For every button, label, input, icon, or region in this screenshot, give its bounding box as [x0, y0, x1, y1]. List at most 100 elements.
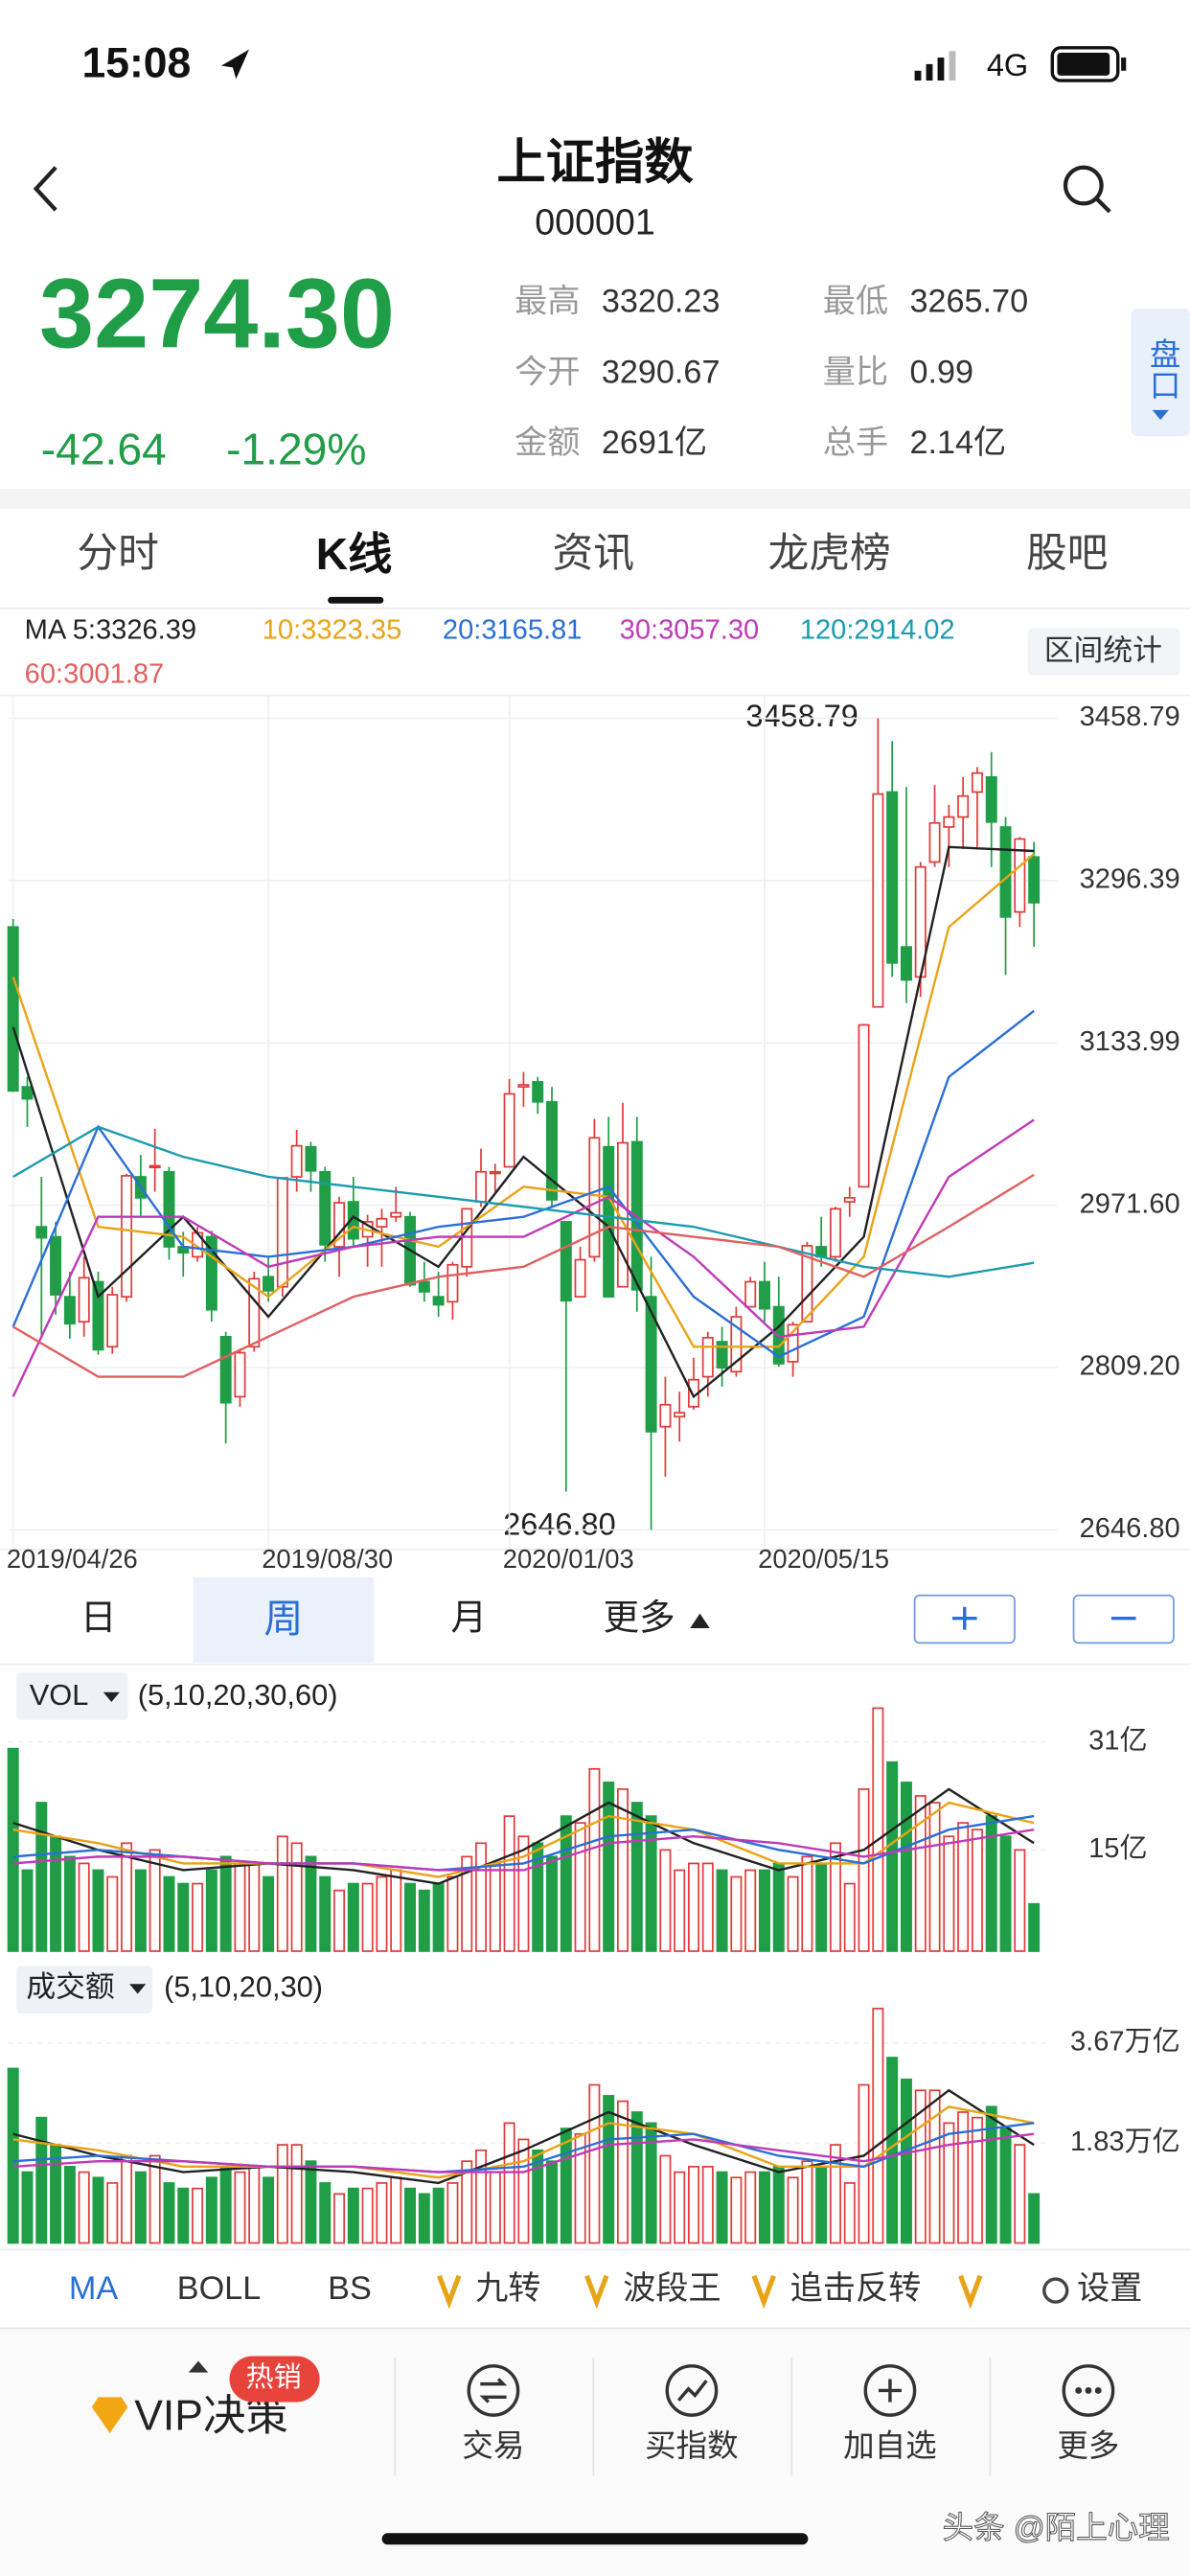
bar	[503, 2122, 515, 2244]
range-button-bg[interactable]	[1027, 628, 1180, 677]
vol-label-bg[interactable]	[16, 1672, 128, 1720]
nav-label[interactable]: 买指数	[645, 2428, 739, 2463]
bar	[603, 2095, 615, 2244]
amount-label[interactable]: 成交额	[26, 1969, 114, 2003]
bar	[630, 2111, 643, 2244]
period-tab[interactable]: 更多	[604, 1597, 675, 1637]
bar	[149, 1849, 161, 1952]
candle-body	[78, 1276, 90, 1323]
indicator[interactable]: 波段王	[623, 2270, 721, 2307]
stat-label: 最低	[823, 284, 888, 320]
zoom-out[interactable]	[1072, 1594, 1175, 1644]
bar	[177, 2187, 190, 2244]
bar	[772, 1862, 785, 1952]
candle-body	[376, 1217, 388, 1228]
nav-icon	[1062, 2364, 1115, 2417]
bar	[730, 1875, 743, 1952]
candle-body	[532, 1081, 544, 1103]
period-tab[interactable]: 月	[450, 1597, 487, 1637]
bar	[630, 1802, 643, 1952]
candle-body	[205, 1235, 217, 1311]
nav-label[interactable]: 交易	[462, 2428, 524, 2463]
bar	[744, 1869, 757, 1952]
bar	[560, 1815, 572, 1952]
bar	[35, 2116, 48, 2244]
range-button[interactable]: 区间统计	[1044, 633, 1162, 667]
bar	[843, 1882, 856, 1952]
bar	[461, 2160, 473, 2244]
vol-label[interactable]: VOL	[30, 1678, 89, 1712]
bar	[1028, 2193, 1041, 2244]
bar	[787, 1875, 799, 1952]
bar	[106, 1875, 119, 1952]
search-button[interactable]	[1063, 165, 1111, 214]
indicator-active[interactable]: MA	[69, 2270, 118, 2307]
bar	[674, 1869, 686, 1952]
nav-icon	[467, 2364, 520, 2417]
candle-body	[418, 1280, 430, 1293]
candle-body	[886, 791, 899, 964]
settings[interactable]: 设置	[1077, 2270, 1142, 2307]
bar	[134, 2171, 147, 2244]
stat-value: 0.99	[909, 354, 973, 390]
tab[interactable]: 股吧	[1026, 530, 1109, 576]
tab-active[interactable]: K线	[316, 529, 393, 579]
legend-entry: MA 5:3326.39	[25, 615, 196, 646]
indicator[interactable]: BOLL	[177, 2270, 261, 2307]
y-tick-label: 31亿	[1088, 1724, 1147, 1756]
y-tick-label: 2809.20	[1080, 1351, 1180, 1382]
ma-line	[12, 1173, 1035, 1378]
candle-body	[574, 1258, 586, 1298]
candle-body	[319, 1170, 332, 1246]
period-tab-active[interactable]: 周	[263, 1597, 303, 1641]
candle-body	[900, 946, 912, 981]
nav-label[interactable]: 加自选	[843, 2428, 937, 2463]
bar	[35, 1802, 48, 1952]
y-tick-label: 15亿	[1088, 1832, 1147, 1864]
candle-body	[985, 775, 997, 823]
bar	[503, 1815, 515, 1952]
back-button[interactable]	[33, 166, 57, 212]
candle-body	[35, 1226, 48, 1239]
bar	[659, 1849, 672, 1952]
indicator[interactable]: 追击反转	[790, 2270, 922, 2307]
bar	[772, 2166, 785, 2244]
bar	[872, 1707, 884, 1952]
bar	[999, 2128, 1012, 2244]
bar	[333, 2193, 346, 2244]
ma-line	[12, 2088, 1035, 2185]
candle-body	[603, 1145, 615, 1298]
ma-line	[12, 2132, 1035, 2174]
candle-body	[390, 1211, 402, 1218]
tab[interactable]: 龙虎榜	[768, 530, 891, 576]
tab[interactable]: 资讯	[553, 530, 635, 576]
legend-entry: 10:3323.35	[263, 615, 402, 646]
side-tab[interactable]: 盘口	[1146, 337, 1180, 400]
nav-label[interactable]: 更多	[1057, 2428, 1119, 2463]
bar	[588, 2083, 601, 2244]
bar	[801, 1855, 813, 1952]
bar	[347, 1882, 359, 1952]
zoom-in[interactable]	[913, 1594, 1016, 1644]
bar	[603, 1782, 615, 1952]
indicator[interactable]: 九转	[475, 2270, 540, 2307]
indicator[interactable]: BS	[328, 2270, 372, 2307]
tab[interactable]: 分时	[77, 530, 159, 576]
period-tab[interactable]: 日	[80, 1597, 117, 1637]
candle-body	[432, 1296, 445, 1306]
x-tick-label: 2019/04/26	[7, 1544, 138, 1574]
candle-body	[801, 1245, 813, 1323]
candle-body	[858, 1024, 870, 1188]
amount-label-bg[interactable]	[16, 1966, 153, 2014]
candle-body	[701, 1337, 714, 1378]
y-tick-label: 3296.39	[1080, 864, 1180, 895]
v-icon	[958, 2274, 983, 2310]
title: 上证指数	[496, 135, 694, 190]
side-tab-bg[interactable]	[1131, 308, 1190, 437]
legend-entry: 60:3001.87	[25, 659, 165, 690]
bar	[446, 2182, 459, 2244]
bar	[361, 1882, 374, 1952]
bar	[829, 2144, 841, 2244]
candle-body	[290, 1144, 303, 1178]
bar	[248, 1862, 261, 1952]
